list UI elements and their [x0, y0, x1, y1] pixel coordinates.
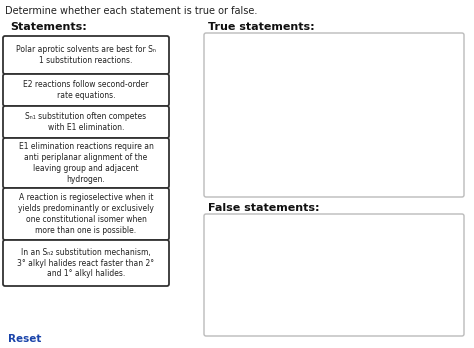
FancyBboxPatch shape [3, 74, 169, 106]
Text: Sₙ₁ substitution often competes
with E1 elimination.: Sₙ₁ substitution often competes with E1 … [26, 112, 146, 132]
Text: True statements:: True statements: [208, 22, 315, 32]
Text: E1 elimination reactions require an
anti periplanar alignment of the
leaving gro: E1 elimination reactions require an anti… [18, 142, 154, 184]
Text: False statements:: False statements: [208, 203, 319, 213]
Text: Statements:: Statements: [10, 22, 87, 32]
FancyBboxPatch shape [3, 240, 169, 286]
FancyBboxPatch shape [3, 188, 169, 240]
FancyBboxPatch shape [3, 106, 169, 138]
FancyBboxPatch shape [3, 138, 169, 188]
FancyBboxPatch shape [204, 33, 464, 197]
Text: E2 reactions follow second-order
rate equations.: E2 reactions follow second-order rate eq… [23, 80, 149, 100]
FancyBboxPatch shape [204, 214, 464, 336]
FancyBboxPatch shape [3, 36, 169, 74]
Text: A reaction is regioselective when it
yields predominantly or exclusively
one con: A reaction is regioselective when it yie… [18, 193, 154, 235]
Text: In an Sₙ₂ substitution mechanism,
3° alkyl halides react faster than 2°
and 1° a: In an Sₙ₂ substitution mechanism, 3° alk… [18, 248, 155, 278]
Text: Polar aprotic solvents are best for Sₙ
1 substitution reactions.: Polar aprotic solvents are best for Sₙ 1… [16, 45, 156, 65]
Text: Determine whether each statement is true or false.: Determine whether each statement is true… [5, 6, 257, 16]
Text: Reset: Reset [8, 334, 41, 344]
